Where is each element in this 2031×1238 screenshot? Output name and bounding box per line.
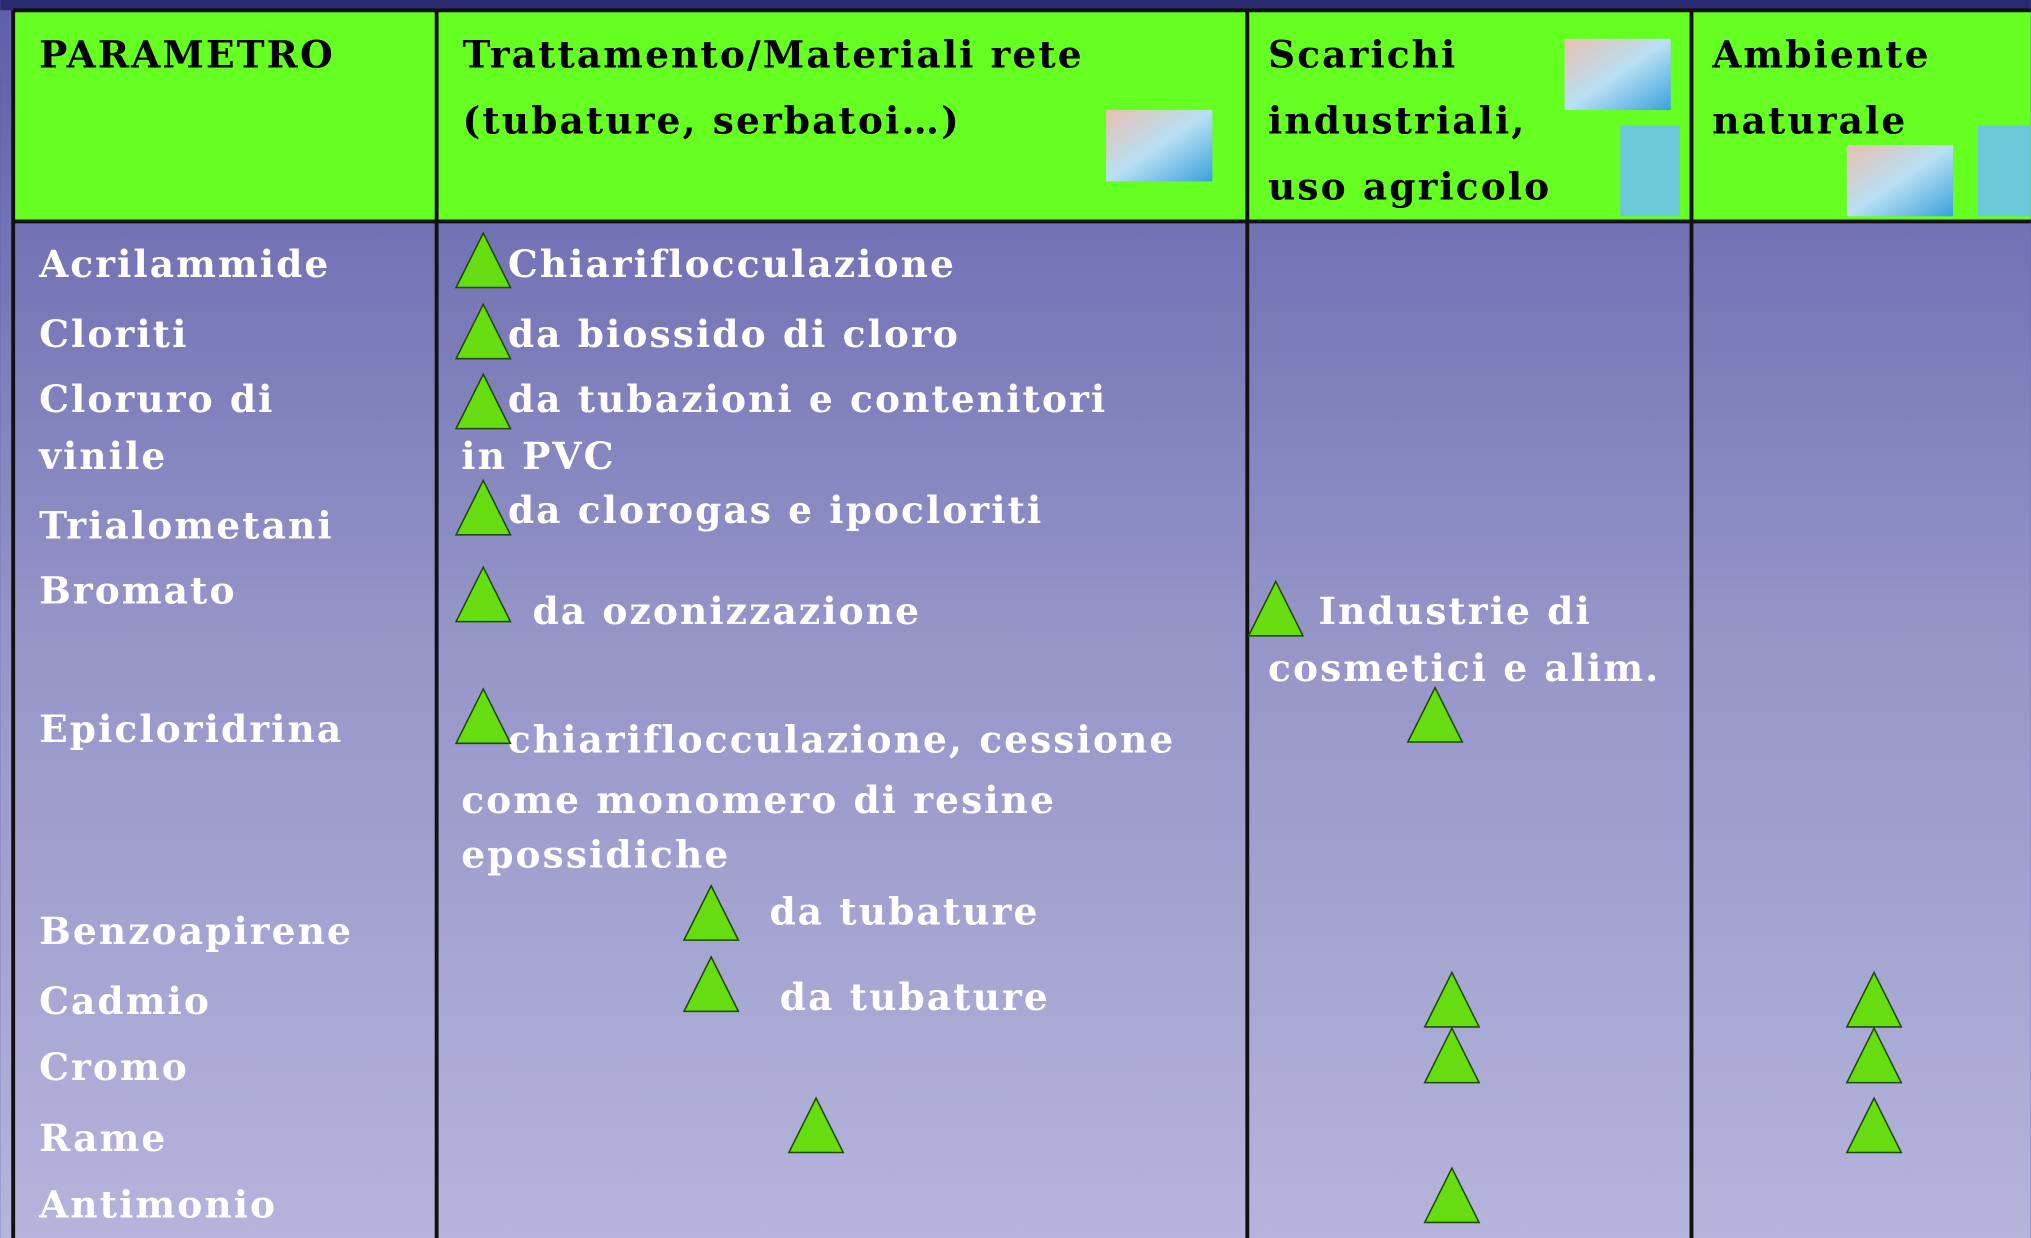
parameter: Antimonio <box>38 1182 277 1226</box>
parameter: Trialometani <box>39 504 334 548</box>
parameter: Cromo <box>39 1045 189 1089</box>
triangle-icon <box>1247 579 1305 637</box>
triangle-icon <box>454 372 512 430</box>
treatment-text: come monomero di resine <box>461 778 1056 822</box>
triangle-icon <box>787 1096 845 1154</box>
triangle-icon <box>454 231 512 289</box>
triangle-icon <box>682 884 740 941</box>
header-cell: PARAMETRO <box>39 32 335 76</box>
treatment-text: da ozonizzazione <box>532 589 921 633</box>
bottle-image <box>1620 125 1680 217</box>
treatment-text: da tubazioni e contenitori <box>508 377 1107 421</box>
treatment-text: da tubature <box>769 890 1039 934</box>
discharge-text: Industrie di <box>1319 589 1592 633</box>
treatment-text: epossidiche <box>461 833 730 877</box>
top-border <box>0 0 2031 11</box>
parameter: Bromato <box>39 568 237 612</box>
parameter: Benzoapirene <box>39 909 353 953</box>
header-row <box>13 10 2031 221</box>
triangle-icon <box>454 478 512 536</box>
triangle-icon <box>454 687 512 745</box>
triangle-icon <box>1845 1096 1903 1154</box>
triangle-icon <box>1423 1166 1481 1224</box>
water-image <box>1106 110 1213 182</box>
header-cell: Trattamento/Materiali rete <box>463 32 1084 76</box>
header-cell: naturale <box>1712 98 1907 142</box>
parameter: Cloriti <box>39 312 188 356</box>
header-cell: uso agricolo <box>1268 164 1551 208</box>
treatment-text: da tubature <box>780 975 1050 1019</box>
header-cell: Ambiente <box>1711 32 1930 76</box>
treatment-text: da clorogas e ipocloriti <box>508 488 1044 532</box>
grid <box>11 8 2031 1238</box>
triangle-icon <box>454 565 512 623</box>
triangle-icon <box>1845 1026 1903 1084</box>
header-cell: Scarichi <box>1268 32 1457 76</box>
parameter: Rame <box>39 1116 167 1160</box>
bottle-image <box>1977 125 2031 217</box>
triangle-icon <box>1423 1026 1481 1084</box>
parameter: Epicloridrina <box>39 707 343 751</box>
parameter: Cloruro di <box>39 377 274 421</box>
parameter: vinile <box>38 434 167 478</box>
header-cell: industriali, <box>1268 98 1526 142</box>
parameter: Cadmio <box>39 979 211 1023</box>
parameter: Acrilammide <box>38 242 330 286</box>
triangle-icon <box>454 302 512 360</box>
header-cell: (tubature, serbatoi…) <box>463 98 961 142</box>
discharge-text: cosmetici e alim. <box>1268 646 1660 690</box>
water-image <box>1564 38 1671 111</box>
treatment-text: chiariflocculazione, cessione <box>508 717 1175 761</box>
treatment-text: Chiariflocculazione <box>508 242 956 286</box>
treatment-text: in PVC <box>461 434 615 478</box>
treatment-text: da biossido di cloro <box>508 312 960 356</box>
header-images <box>1106 38 2031 217</box>
triangle-icon <box>1406 685 1464 743</box>
triangle-markers <box>454 231 1903 1224</box>
triangle-icon <box>682 955 740 1013</box>
water-image <box>1846 145 1954 217</box>
